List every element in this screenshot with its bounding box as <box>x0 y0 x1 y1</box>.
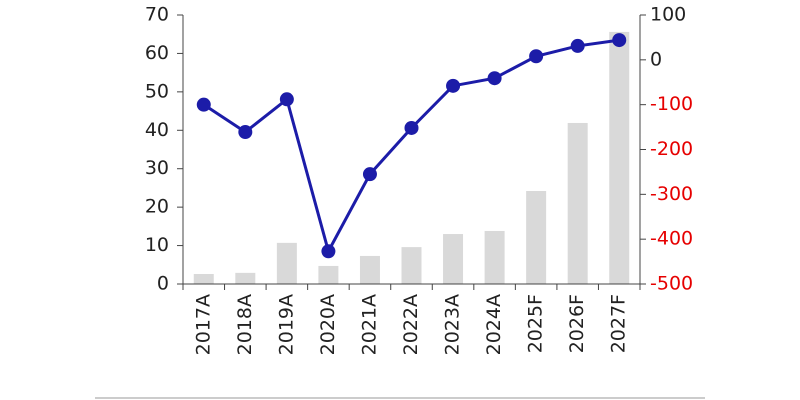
line-marker <box>279 92 294 107</box>
line-marker <box>238 125 253 140</box>
line-marker <box>612 33 627 48</box>
bar <box>193 274 214 284</box>
bar <box>276 242 297 284</box>
x-tick-label: 2026F <box>566 294 588 353</box>
bar <box>609 31 630 285</box>
y2-tick-label: -100 <box>650 93 693 115</box>
line <box>202 38 620 256</box>
x-tick-label: 2024A <box>483 294 505 355</box>
bar <box>318 265 339 284</box>
bar <box>401 247 422 284</box>
x-tick-label: 2020A <box>317 294 339 355</box>
line-marker <box>570 38 585 53</box>
y2-tick-label: -200 <box>650 138 693 160</box>
x-tick-label: 2023A <box>442 294 464 355</box>
y-tick-label: 30 <box>145 157 169 179</box>
x-tick-label: 2022A <box>400 294 422 355</box>
line-marker <box>321 244 336 259</box>
bar <box>484 230 505 284</box>
y-tick-label: 50 <box>145 80 169 102</box>
y-tick-label: 0 <box>157 273 169 295</box>
bar <box>567 122 588 284</box>
y2-tick-label: -300 <box>650 183 693 205</box>
y-tick-label: 70 <box>145 4 169 26</box>
x-tick-label: 2025F <box>525 294 547 353</box>
y2-tick-label: 0 <box>650 48 662 70</box>
bar <box>526 191 547 284</box>
line-marker <box>404 120 419 135</box>
y2-tick-label: -500 <box>650 273 693 295</box>
bar <box>443 234 464 284</box>
x-tick-label: 2017A <box>192 294 214 355</box>
y-tick-label: 40 <box>145 119 169 141</box>
y-tick-label: 60 <box>145 42 169 64</box>
bar <box>235 272 256 284</box>
y-tick-label: 20 <box>145 196 169 218</box>
y2-tick-label: 100 <box>650 4 686 26</box>
x-tick-label: 2027F <box>608 294 630 353</box>
line-marker <box>446 78 461 93</box>
line-marker <box>362 167 377 182</box>
line-marker <box>487 71 502 86</box>
x-tick-label: 2018A <box>234 294 256 355</box>
bar <box>359 255 380 284</box>
line-marker <box>529 49 544 64</box>
y-tick-label: 10 <box>145 234 169 256</box>
x-tick-label: 2021A <box>358 294 380 355</box>
y2-tick-label: -400 <box>650 228 693 250</box>
line-marker <box>196 97 211 112</box>
x-tick-label: 2019A <box>275 294 297 355</box>
